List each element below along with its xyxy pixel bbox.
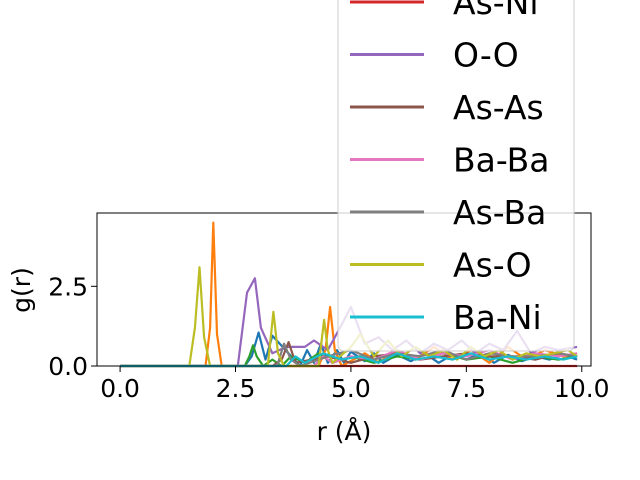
- legend-label-ba-ni: Ba-Ni: [453, 298, 542, 337]
- legend-label-as-o: As-O: [453, 246, 532, 285]
- legend-label-o-o: O-O: [453, 36, 519, 75]
- legend-label-as-as: As-As: [453, 88, 544, 127]
- x-tick-label: 2.5: [216, 374, 256, 403]
- legend-label-ba-ba: Ba-Ba: [453, 141, 549, 180]
- y-axis-label: g(r): [7, 267, 36, 313]
- x-tick-label: 7.5: [446, 374, 486, 403]
- x-axis-label: r (Å): [317, 417, 372, 446]
- x-tick-label: 0.0: [100, 374, 140, 403]
- y-tick-label: 2.5: [48, 272, 88, 301]
- y-axis-ticks: 0.0 2.5: [48, 272, 97, 381]
- x-tick-label: 10.0: [554, 374, 610, 403]
- series-line-ba-ni: [120, 352, 578, 368]
- x-axis-ticks: 0.0 2.5 5.0 7.5 10.0: [100, 366, 610, 403]
- y-tick-label: 0.0: [48, 352, 88, 381]
- legend: As-Ni O-O As-As Ba-Ba As-Ba As-O Ba-Ni: [337, 0, 575, 352]
- legend-label-as-ni: As-Ni: [453, 0, 539, 22]
- legend-label-as-ba: As-Ba: [453, 193, 546, 232]
- x-tick-label: 5.0: [331, 374, 371, 403]
